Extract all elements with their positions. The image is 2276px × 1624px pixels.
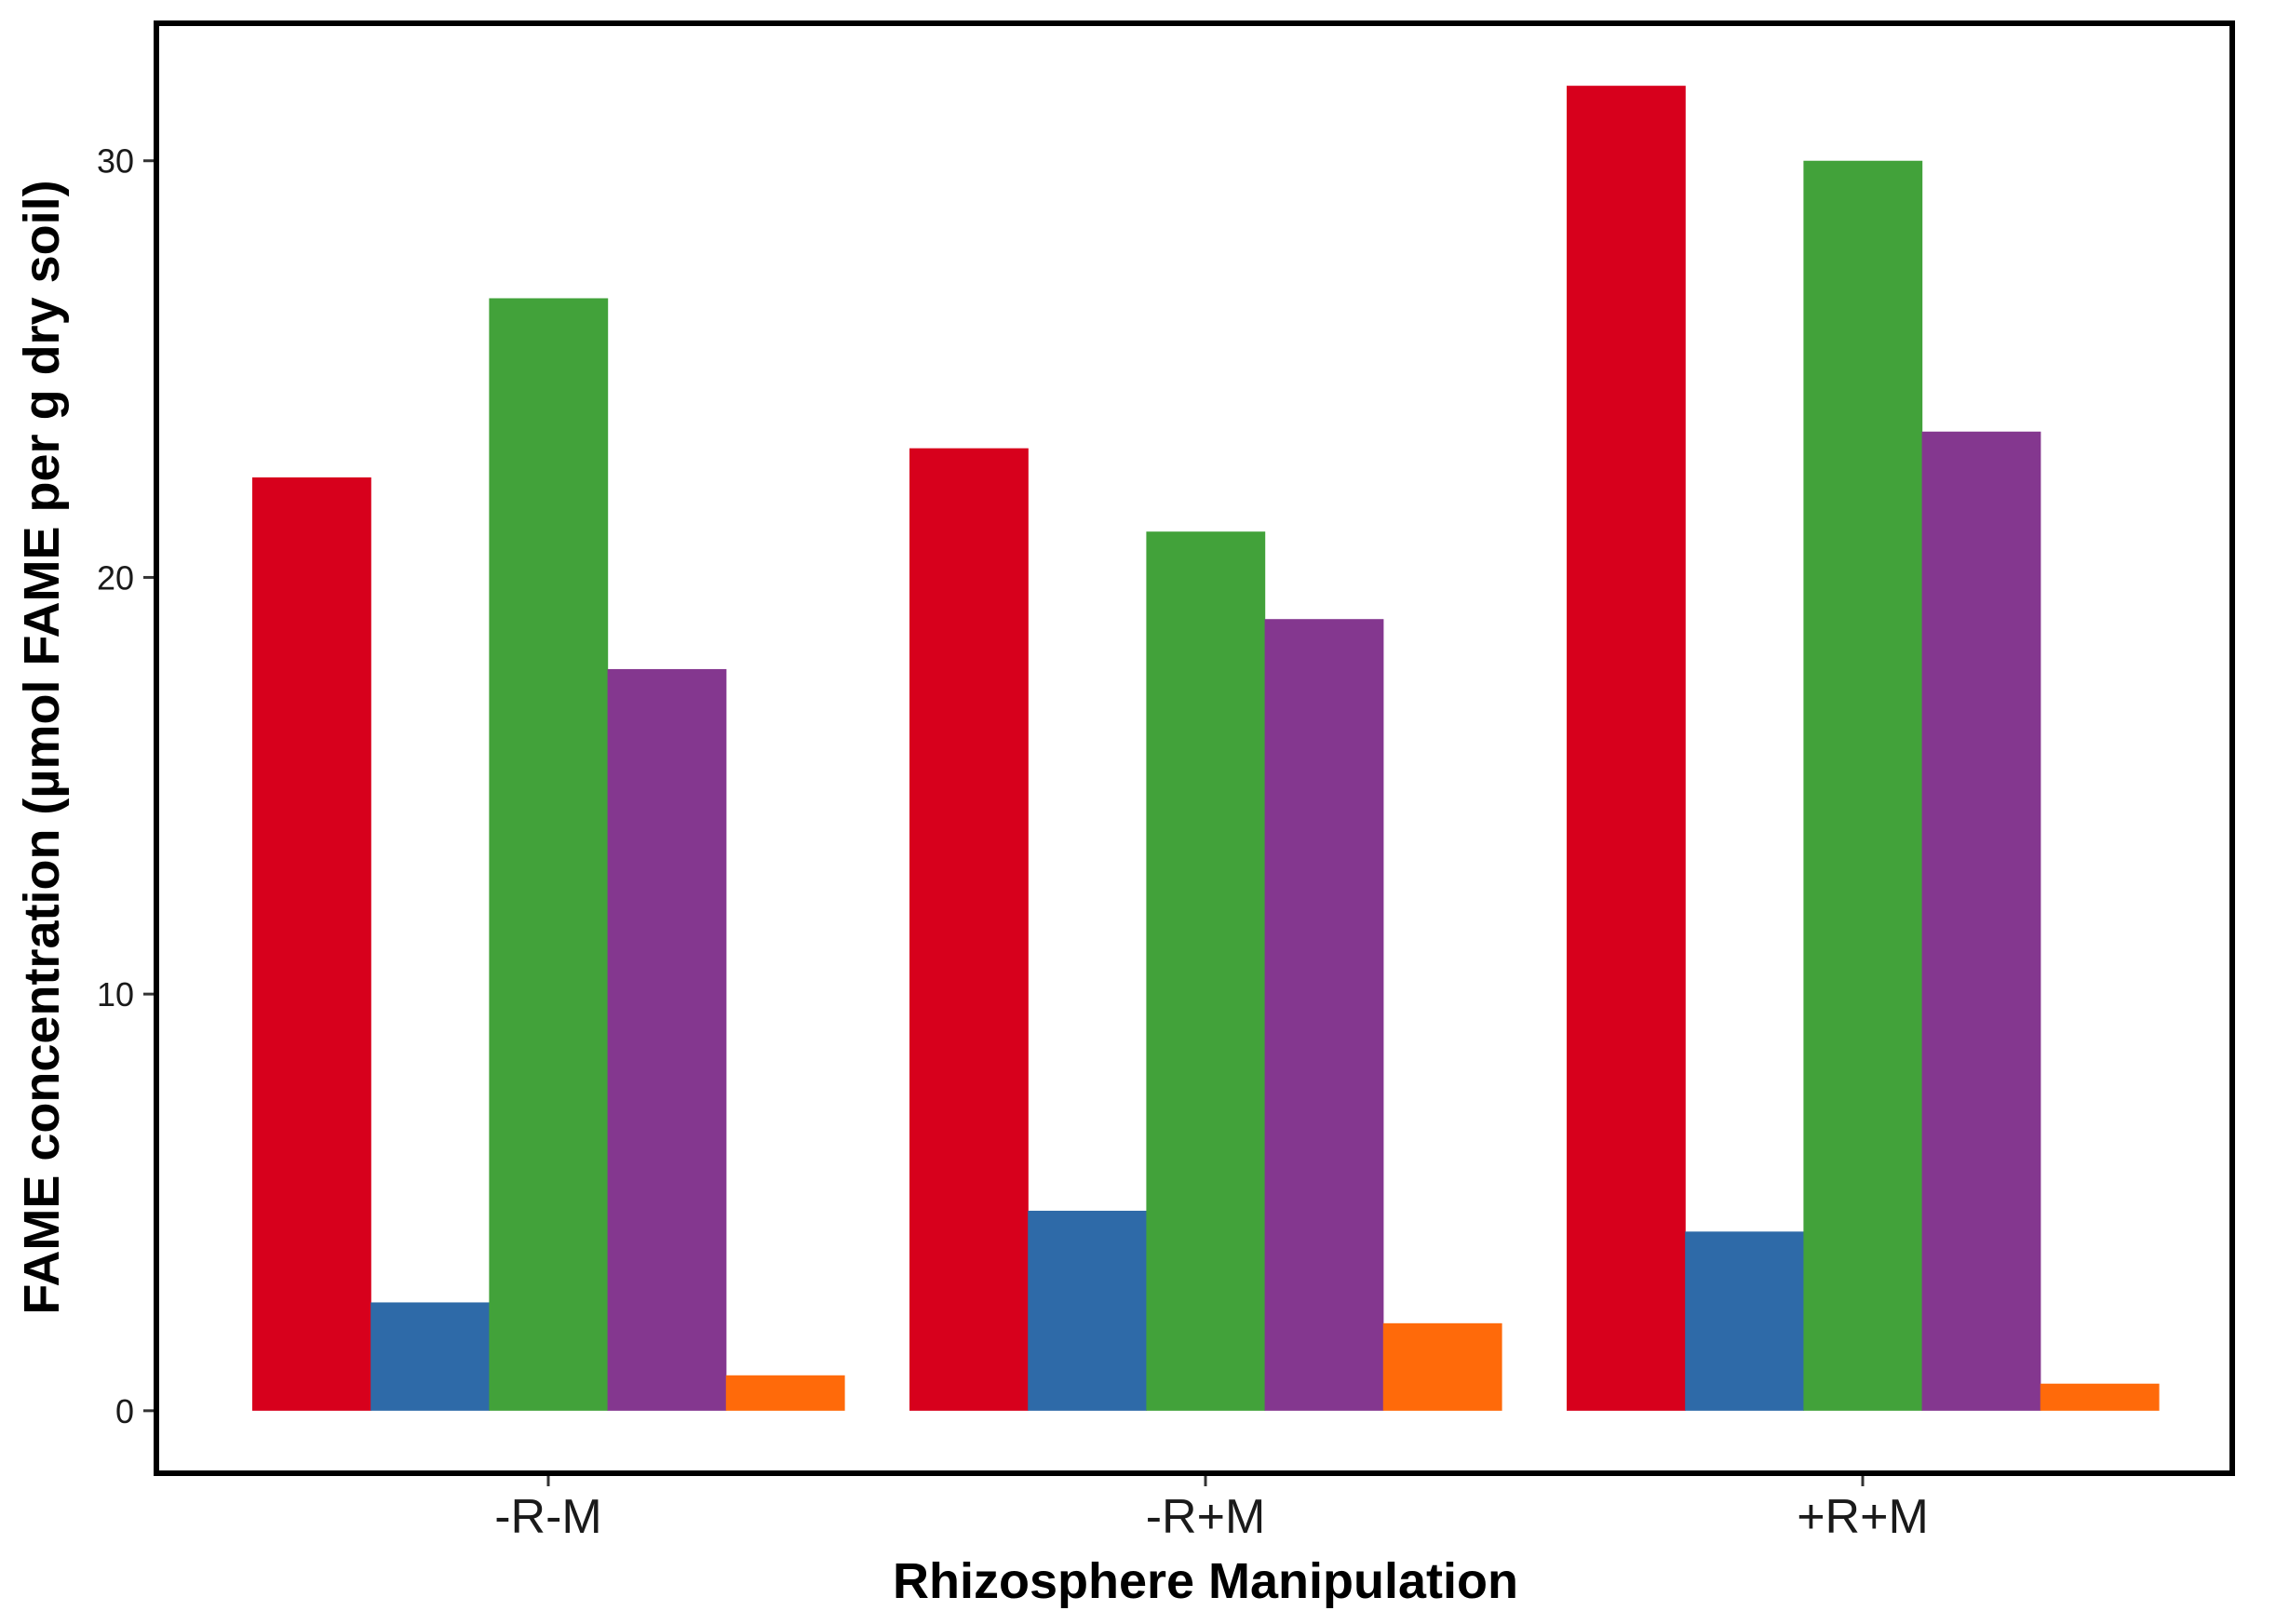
bar-+R+M-series-1 <box>1567 86 1686 1411</box>
bar-+R+M-series-3 <box>1803 160 1923 1411</box>
bar--R-M-series-5 <box>725 1375 845 1411</box>
bar--R+M-series-4 <box>1264 619 1384 1411</box>
bar-+R+M-series-4 <box>1921 431 2041 1411</box>
x-axis-title: Rhizosphere Manipulation <box>893 1553 1518 1609</box>
bars-group <box>252 86 2160 1411</box>
y-tick-label: 0 <box>115 1392 134 1430</box>
bar--R+M-series-3 <box>1146 531 1266 1411</box>
y-axis: 0 10 20 30 <box>97 142 156 1430</box>
bar--R-M-series-2 <box>370 1302 490 1411</box>
bar--R-M-series-3 <box>489 298 609 1411</box>
bar--R-M-series-4 <box>607 668 727 1411</box>
x-axis: -R-M -R+M +R+M <box>494 1473 1929 1544</box>
x-tick-label: -R+M <box>1146 1490 1266 1544</box>
x-tick-label: -R-M <box>494 1490 602 1544</box>
bar--R+M-series-1 <box>909 448 1029 1411</box>
y-tick-label: 20 <box>97 558 134 597</box>
y-tick-label: 10 <box>97 975 134 1013</box>
bar--R+M-series-2 <box>1028 1210 1147 1411</box>
bar--R-M-series-1 <box>252 476 371 1411</box>
bar--R+M-series-5 <box>1382 1322 1502 1411</box>
y-axis-title: FAME concentration (µmol FAME per g dry … <box>14 180 70 1314</box>
x-tick-label: +R+M <box>1797 1490 1929 1544</box>
bar-+R+M-series-2 <box>1685 1231 1804 1411</box>
plot-frame <box>154 20 2235 1476</box>
y-tick-label: 30 <box>97 142 134 181</box>
bar-+R+M-series-5 <box>2040 1383 2160 1411</box>
